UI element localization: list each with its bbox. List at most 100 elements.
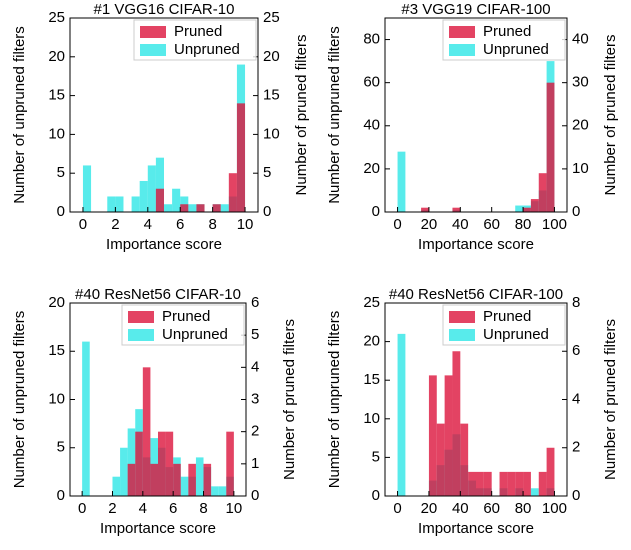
histogram-bar [226,431,234,496]
legend-swatch [128,311,154,323]
histogram-bar [483,471,492,496]
legend-swatch [128,329,154,341]
y-tick-label: 40 [363,117,380,134]
y-axis-label: Number of unpruned filters [11,26,28,204]
histogram-bar [421,207,429,212]
y2-tick-label: 25 [263,9,280,26]
y2-tick-label: 4 [251,358,259,375]
y-tick-label: 0 [372,487,380,504]
x-tick-label: 8 [208,216,216,233]
x-tick-label: 20 [421,216,438,233]
histogram-bar [397,333,406,496]
x-tick-label: 100 [542,216,567,233]
legend-label: Pruned [483,308,531,325]
y-tick-label: 15 [48,87,65,104]
x-tick-label: 0 [393,500,401,517]
chart-title: #1 VGG16 CIFAR-10 [94,1,235,18]
x-tick-label: 60 [483,216,500,233]
histogram-bar [165,431,174,496]
legend-label: Pruned [174,23,222,40]
y2-axis-label: Number of pruned filters [293,35,310,196]
histogram-bar [180,476,189,496]
y2-tick-label: 1 [251,455,259,472]
histogram-bar [452,351,461,496]
y-tick-label: 20 [48,48,65,65]
histogram-bar [196,204,205,212]
histogram-bar [476,471,484,496]
histogram-bar [195,457,204,496]
histogram-bar [158,431,166,496]
y2-tick-label: 2 [572,439,580,456]
y2-axis-label: Number of pruned filters [281,319,298,480]
histogram-bar [155,157,164,212]
histogram-bar [538,173,547,212]
chart-title: #3 VGG19 CIFAR-100 [401,1,550,18]
histogram-bar [220,204,229,212]
histogram-bar [127,463,136,496]
legend-swatch [449,329,475,341]
x-tick-label: 0 [78,500,86,517]
x-tick-label: 8 [199,500,207,517]
histogram-bar [428,375,437,496]
histogram-bar [188,463,196,496]
x-axis-label: Importance score [418,520,534,537]
histogram-bar [530,488,539,496]
y2-tick-label: 40 [572,31,589,48]
y2-tick-label: 0 [251,487,259,504]
histogram-bar [452,207,461,212]
histogram-bar [203,463,212,496]
x-tick-label: 10 [226,500,243,517]
y-tick-label: 10 [48,390,65,407]
y-tick-label: 80 [363,31,380,48]
x-tick-label: 4 [144,216,152,233]
histogram-bar [115,196,124,212]
legend-label: Unpruned [162,326,228,343]
y2-tick-label: 6 [251,294,259,311]
histogram-bar [188,204,197,212]
y-tick-label: 0 [372,203,380,220]
y2-tick-label: 8 [572,294,580,311]
y-axis-label: Number of unpruned filters [326,26,343,204]
histogram-bar [180,196,189,212]
y-tick-label: 60 [363,74,380,91]
x-tick-label: 2 [108,500,116,517]
histogram-bar [523,207,531,212]
x-axis-label: Importance score [106,236,222,253]
histogram-bar [127,428,136,496]
x-tick-label: 4 [139,500,147,517]
histogram-bar [212,204,221,212]
y2-tick-label: 4 [572,390,580,407]
x-tick-label: 6 [176,216,184,233]
x-tick-label: 80 [515,216,532,233]
y2-tick-label: 20 [263,48,280,65]
panel: 0 20 40 60 80 100 0 5 10 15 20 25 0 2 4 6 8 #40 ResNet56 … [326,286,619,537]
histogram-bar [82,341,90,496]
histogram-bar [444,375,453,496]
y-axis-label: Number of unpruned filters [11,311,28,489]
y2-tick-label: 0 [572,487,580,504]
x-tick-label: 60 [483,500,500,517]
histogram-bar [82,165,92,212]
histogram-bar [139,180,148,212]
histogram-bar [131,196,140,212]
histogram-bar [135,431,143,496]
legend-swatch [140,26,166,38]
y2-tick-label: 3 [251,390,259,407]
y2-tick-label: 5 [263,164,271,181]
y-tick-label: 25 [363,294,380,311]
chart-title: #40 ResNet56 CIFAR-100 [389,286,563,303]
y2-axis-label: Number of pruned filters [602,35,619,196]
histogram-bar [460,423,469,496]
histogram-bar [211,486,219,496]
histogram-bar [155,188,164,212]
legend-swatch [449,311,475,323]
y2-tick-label: 6 [572,342,580,359]
x-tick-label: 0 [79,216,87,233]
plot-frame [69,17,259,213]
y-axis-label: Number of unpruned filters [326,311,343,489]
histogram-bar [397,151,406,212]
legend-label: Unpruned [483,41,549,58]
x-axis-label: Importance score [100,520,216,537]
histogram-bar [468,471,476,496]
